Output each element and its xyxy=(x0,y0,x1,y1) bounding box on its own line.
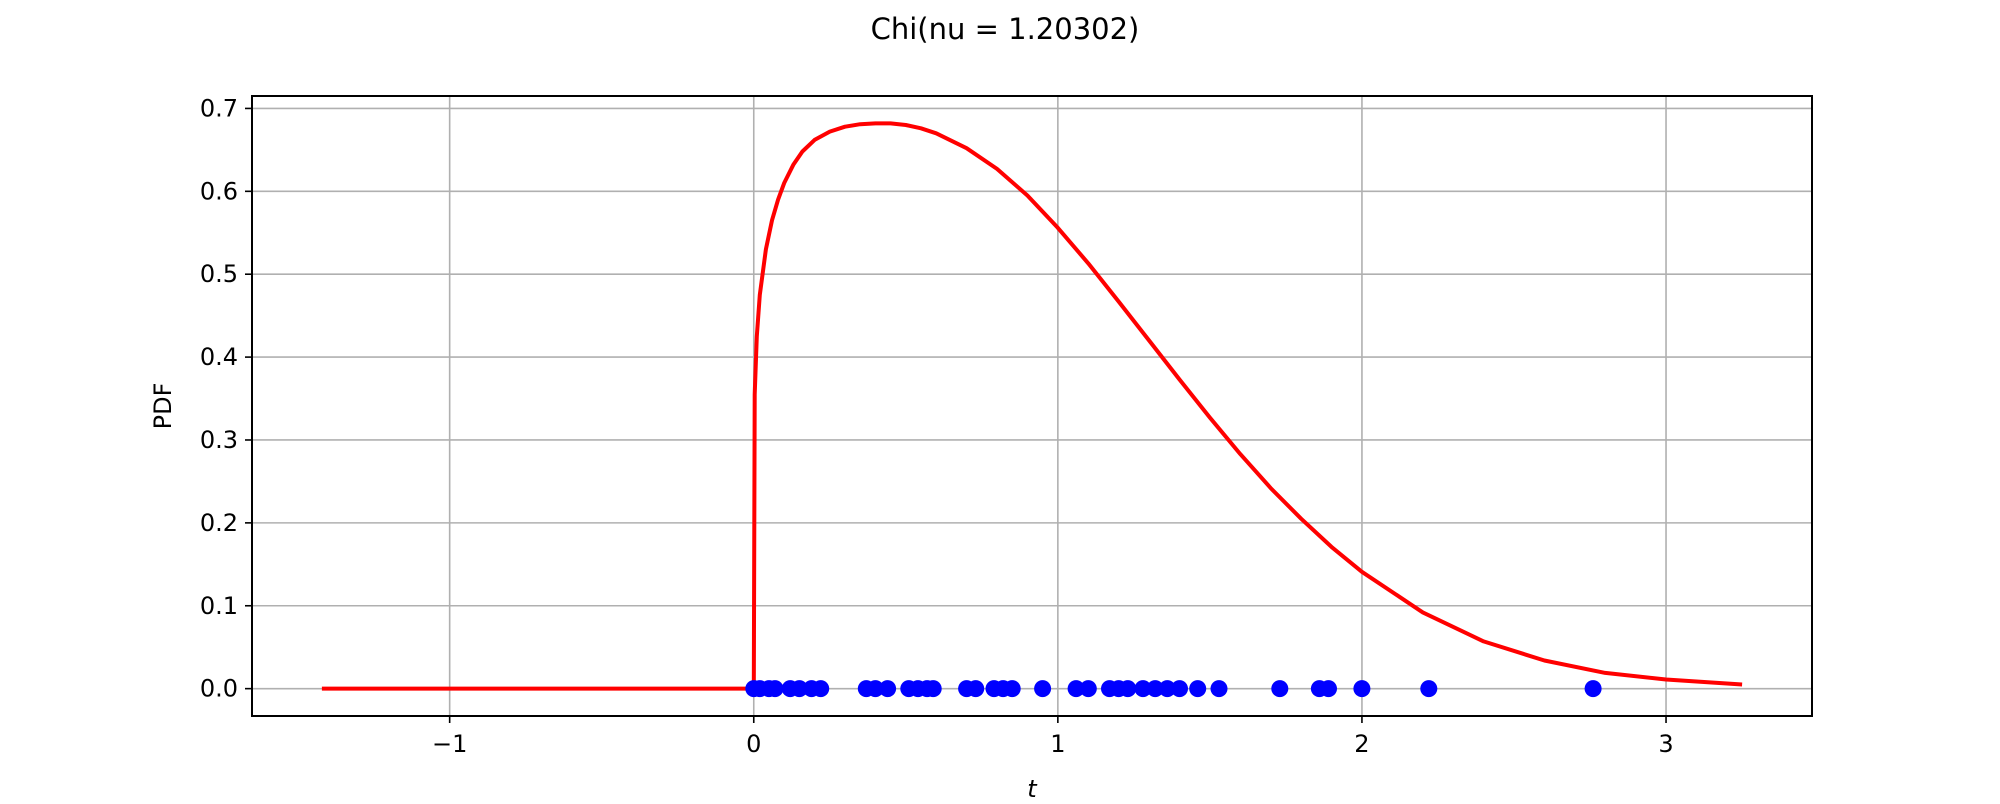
x-axis-label: t xyxy=(1027,775,1038,800)
x-tick-label: 1 xyxy=(1050,730,1065,758)
pdf-line xyxy=(321,121,1743,691)
sample-point xyxy=(790,680,808,698)
sample-point xyxy=(879,680,897,698)
sample-point xyxy=(1189,680,1207,698)
chart-title: Chi(nu = 1.20302) xyxy=(871,12,1140,46)
y-tick-label: 0.1 xyxy=(200,592,238,620)
plot-area xyxy=(321,121,1743,698)
sample-point xyxy=(1146,680,1164,698)
sample-point xyxy=(766,680,784,698)
y-tick-label: 0.2 xyxy=(200,509,238,537)
sample-point xyxy=(1079,680,1097,698)
y-tick-label: 0.3 xyxy=(200,426,238,454)
sample-point xyxy=(1171,680,1188,698)
x-tick-label: 3 xyxy=(1658,730,1673,758)
sample-point xyxy=(1003,680,1021,698)
x-tick-label: 0 xyxy=(746,730,761,758)
sample-point xyxy=(1353,680,1371,698)
x-tick-label: 2 xyxy=(1354,730,1369,758)
y-axis-label: PDF xyxy=(149,383,177,430)
sample-point xyxy=(1119,680,1137,698)
plot-frame xyxy=(251,95,1813,717)
sample-point xyxy=(1158,680,1176,698)
sample-point xyxy=(1584,680,1602,698)
sample-point xyxy=(1271,680,1289,698)
y-tick-label: 0.4 xyxy=(200,343,238,371)
sample-point xyxy=(812,680,830,698)
sample-point xyxy=(1067,680,1085,698)
y-tick-label: 0.0 xyxy=(200,675,238,703)
sample-point xyxy=(924,680,942,698)
sample-point xyxy=(1320,680,1337,698)
sample-point xyxy=(967,680,985,698)
sample-point xyxy=(1420,680,1438,698)
grid-lines xyxy=(252,96,1812,716)
sample-point xyxy=(1134,680,1152,698)
y-tick-label: 0.7 xyxy=(200,94,238,122)
y-tick-label: 0.5 xyxy=(200,260,238,288)
axis-ticks: −1 0 1 2 3 0.0 0.1 0.2 0.3 0.4 0.5 0.6 0.7 xyxy=(200,94,1674,758)
sample-point xyxy=(1210,680,1228,698)
x-tick-label: −1 xyxy=(432,730,467,758)
sample-point xyxy=(1034,680,1052,698)
y-tick-label: 0.6 xyxy=(200,177,238,205)
sample-point xyxy=(866,680,884,698)
